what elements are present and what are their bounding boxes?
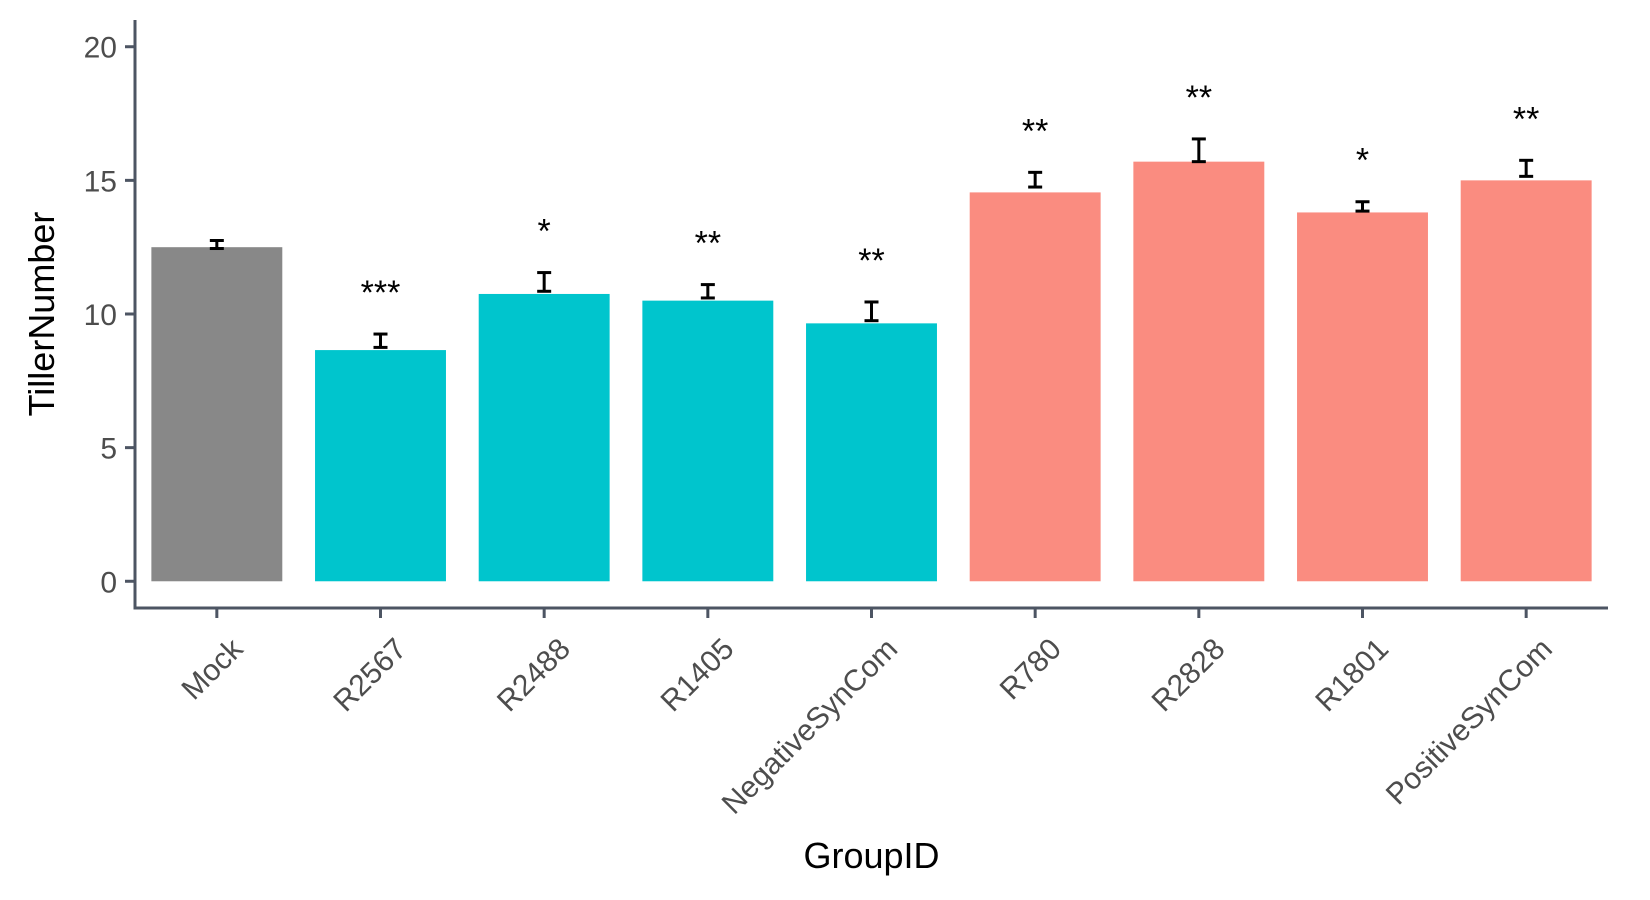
y-tick-label: 5 bbox=[100, 433, 117, 466]
y-tick-label: 20 bbox=[84, 32, 117, 65]
x-axis-title: GroupID bbox=[803, 835, 939, 876]
error-bar-NegativeSynCom bbox=[864, 300, 879, 323]
significance-label-R2488: * bbox=[538, 213, 551, 251]
bar-R2488 bbox=[478, 293, 610, 582]
error-bar-Mock bbox=[209, 239, 224, 251]
y-tick-label: 0 bbox=[100, 566, 117, 599]
error-bars-layer bbox=[209, 137, 1534, 349]
x-tick-label-R1801: R1801 bbox=[1309, 632, 1395, 718]
bar-R1801 bbox=[1297, 212, 1428, 582]
bar-NegativeSynCom bbox=[806, 323, 937, 582]
bar-Mock bbox=[151, 247, 283, 582]
x-tick-label-R780: R780 bbox=[994, 632, 1068, 706]
y-axis-title: TillerNumber bbox=[21, 212, 62, 417]
x-tick-label-PositiveSynCom: PositiveSynCom bbox=[1380, 632, 1559, 811]
error-bar-R2828 bbox=[1191, 137, 1206, 164]
error-bar-R2567 bbox=[373, 332, 388, 349]
bar-R2567 bbox=[315, 350, 446, 582]
bar-R1405 bbox=[642, 300, 774, 582]
significance-label-R2567: *** bbox=[361, 274, 401, 312]
error-bar-R780 bbox=[1028, 170, 1043, 189]
significance-label-PositiveSynCom: ** bbox=[1513, 100, 1539, 138]
y-ticks-layer: 0 5 10 15 20 bbox=[84, 32, 135, 599]
bar-R2828 bbox=[1133, 161, 1265, 582]
x-tick-label-Mock: Mock bbox=[175, 632, 250, 707]
error-bar-R2488 bbox=[537, 271, 552, 293]
x-tick-label-NegativeSynCom: NegativeSynCom bbox=[716, 632, 904, 820]
y-tick-label: 10 bbox=[84, 299, 117, 332]
x-tick-label-R2828: R2828 bbox=[1146, 632, 1232, 718]
significance-label-R780: ** bbox=[1022, 112, 1048, 150]
bar-PositiveSynCom bbox=[1460, 180, 1592, 582]
x-tick-label-R1405: R1405 bbox=[655, 632, 741, 718]
significance-labels-layer: **** ** ********* bbox=[361, 79, 1540, 312]
bars-layer bbox=[151, 161, 1592, 582]
error-bar-R1801 bbox=[1355, 200, 1370, 213]
error-bar-R1405 bbox=[700, 283, 715, 300]
significance-label-R2828: ** bbox=[1186, 79, 1212, 117]
significance-label-R1801: * bbox=[1356, 142, 1369, 180]
bar-R780 bbox=[969, 192, 1101, 582]
x-tick-label-R2567: R2567 bbox=[327, 632, 413, 718]
x-tick-label-R2488: R2488 bbox=[491, 632, 577, 718]
y-tick-label: 15 bbox=[84, 165, 117, 198]
error-bar-PositiveSynCom bbox=[1519, 158, 1534, 178]
significance-label-NegativeSynCom: ** bbox=[858, 242, 884, 280]
significance-label-R1405: ** bbox=[695, 225, 721, 263]
